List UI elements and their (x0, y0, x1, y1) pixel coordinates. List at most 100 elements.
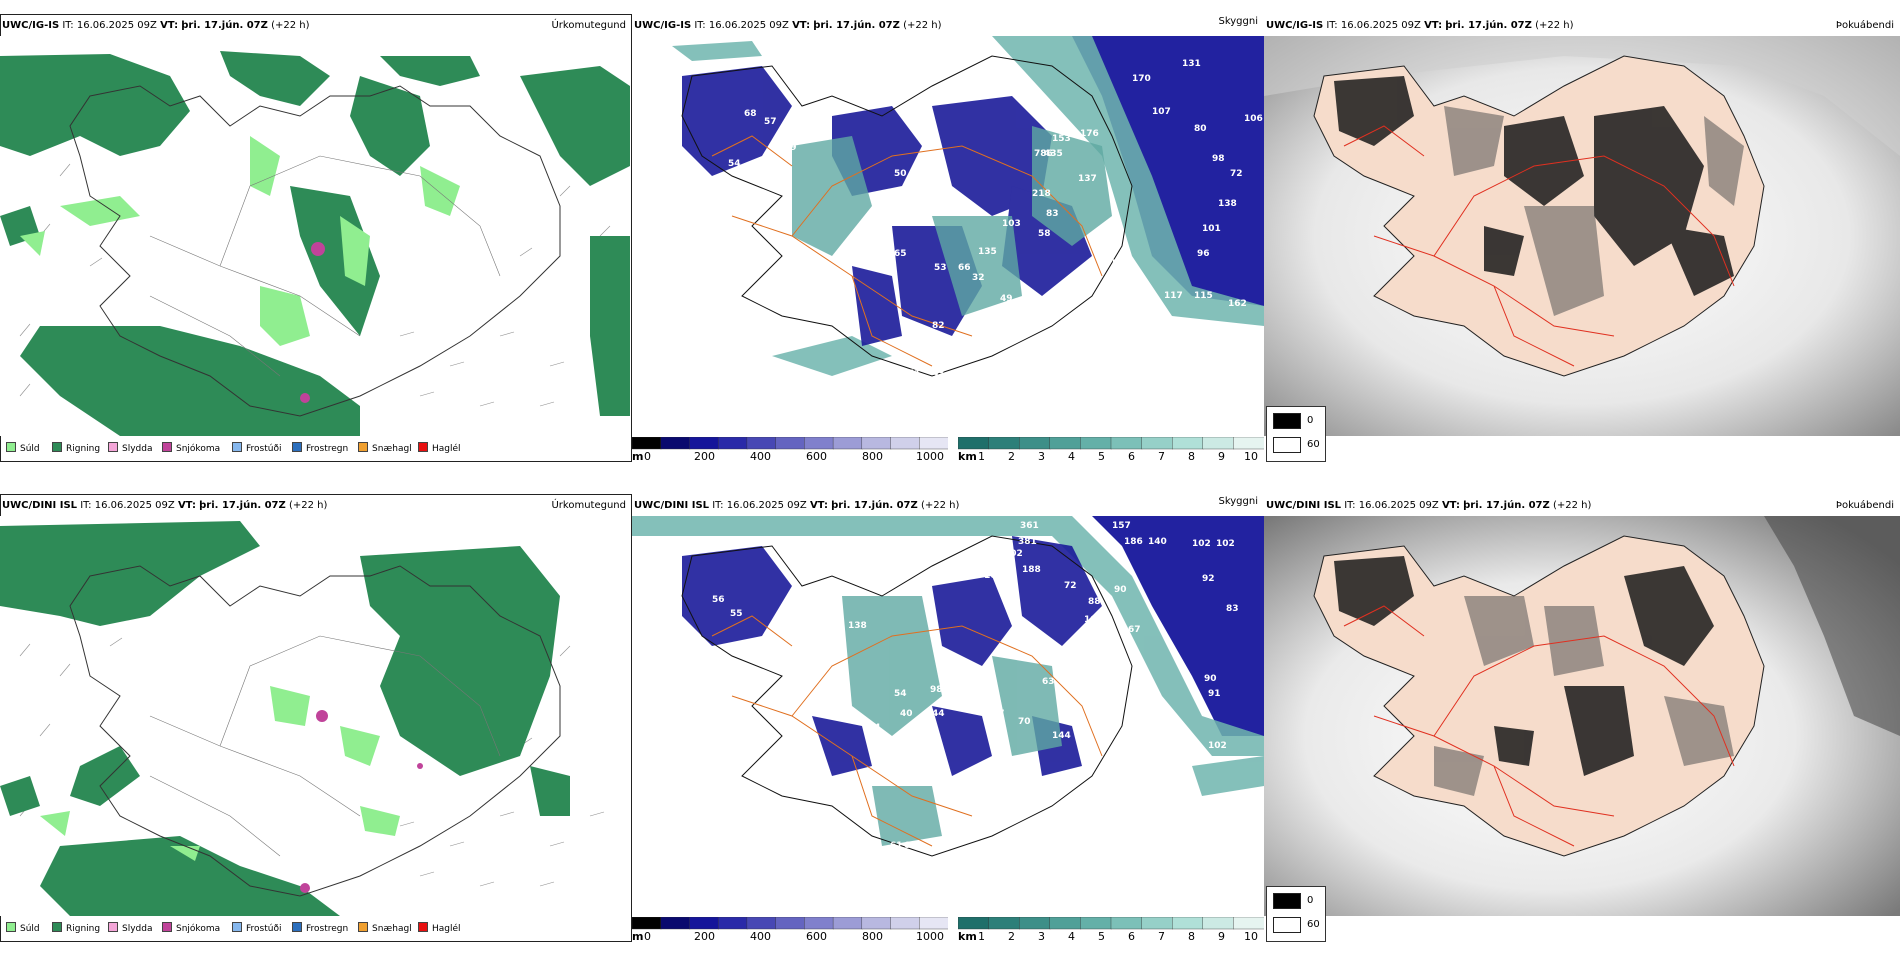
visibility-map: 102 102 92 83 90 91 106 102 140 157 186 … (632, 516, 1264, 916)
vis-number: 106 (1244, 114, 1263, 124)
legend-item: Frostúði (232, 442, 281, 454)
vis-number: 56 (1058, 655, 1071, 665)
vis-number: 70 (1018, 717, 1031, 727)
fog-band (632, 516, 1264, 796)
legend-swatch (162, 442, 172, 452)
vis-tick: 9 (1218, 450, 1225, 463)
colorbar-segment (890, 916, 920, 930)
vis-number: 107 (1096, 651, 1115, 661)
panel-header: UWC/DINI ISL IT: 16.06.2025 09Z VT: þri.… (2, 500, 327, 511)
precip-legend: Súld Rigning Slydda Snjókoma Frostúði Fr… (2, 918, 628, 938)
vis-number: 44 (932, 709, 945, 719)
vis-number: 52 (1002, 321, 1015, 331)
vis-number: 170 (1132, 74, 1151, 84)
legend-swatch (292, 442, 302, 452)
vis-tick: 2 (1008, 450, 1015, 463)
legend-label: Rigning (66, 444, 101, 454)
teal-scatter (792, 126, 1112, 316)
vis-tick: 8 (1188, 930, 1195, 943)
colorbar-segment (1049, 436, 1082, 450)
dark-cloud (1334, 556, 1714, 776)
vis-number: 117 (1164, 291, 1183, 301)
legend-item: Rigning (52, 442, 100, 454)
colorbar-segment (1019, 916, 1051, 930)
legend-item: Snæhagl (358, 922, 412, 934)
it-value: 16.06.2025 09Z (726, 500, 807, 511)
vis-number: 702 (1004, 549, 1023, 559)
model-name: UWC/IG-IS (634, 20, 692, 31)
colorbar-segment (660, 436, 691, 450)
rain-areas (0, 521, 570, 916)
vis-number: 88 (916, 871, 929, 881)
it-value: 16.06.2025 09Z (94, 500, 175, 511)
model-name: UWC/DINI ISL (2, 500, 78, 511)
colorbar-segment (1202, 436, 1235, 450)
colorbar-segment (919, 436, 949, 450)
legend-swatch (232, 442, 242, 452)
legend-swatch (358, 922, 368, 932)
vis-number: 83 (1226, 604, 1239, 614)
vis-number: 57 (764, 117, 777, 127)
iceland-terrain (682, 66, 1092, 346)
iceland-outline (69, 85, 561, 417)
colorbar-segment (1110, 436, 1143, 450)
panel-title: Úrkomutegund (551, 20, 626, 31)
panel-header: UWC/DINI ISL IT: 16.06.2025 09Z VT: þri.… (634, 500, 959, 511)
vis-number: 106 (1172, 741, 1191, 751)
height-tick: 200 (694, 450, 715, 463)
fog-map-svg (1264, 36, 1900, 436)
vis-tick: 6 (1128, 450, 1135, 463)
vis-number: 32 (972, 273, 985, 283)
vis-number: 98 (930, 685, 943, 695)
legend-item: Frostúði (232, 922, 281, 934)
visibility-map: 131 80 106 98 72 138 101 96 115 162 117 … (632, 36, 1264, 436)
legend-swatch (108, 922, 118, 932)
legend-swatch (108, 442, 118, 452)
legend-item: Súld (6, 922, 40, 934)
vis-number: 162 (1228, 299, 1247, 309)
fog-legend-swatch (1273, 413, 1301, 429)
fog-legend: 0 60 (1266, 406, 1326, 462)
vis-unit: km (958, 930, 977, 943)
vt-value: þri. 17.jún. 07Z (831, 500, 918, 511)
vis-number: 107 (1152, 107, 1171, 117)
vis-number: 80 (1194, 124, 1207, 134)
height-tick: 800 (862, 450, 883, 463)
vis-number: 68 (1116, 771, 1129, 781)
vis-number: 72 (1064, 581, 1077, 591)
gray-cloud (1434, 596, 1734, 796)
it-label: IT: (1326, 20, 1338, 31)
it-value: 16.06.2025 09Z (1340, 20, 1421, 31)
model-name: UWC/IG-IS (1266, 20, 1324, 31)
colorbar-segment (804, 436, 834, 450)
precip-map (0, 36, 632, 436)
colorbar-segment (890, 436, 920, 450)
vis-number: 53 (934, 263, 947, 273)
colorbar-segment (717, 916, 748, 930)
vis-number: 51 (1110, 754, 1123, 764)
gray-cloud (1444, 106, 1744, 316)
iceland-outline (1313, 55, 1765, 377)
legend-item: Slydda (108, 922, 152, 934)
orange-roads (711, 615, 1103, 847)
legend-swatch (162, 922, 172, 932)
vis-number: 98 (1212, 154, 1225, 164)
height-tick: 600 (806, 450, 827, 463)
colorbar-segment (1171, 436, 1204, 450)
height-tick: 400 (750, 450, 771, 463)
fog-legend-swatch (1273, 437, 1301, 453)
legend-swatch (6, 442, 16, 452)
vis-number: 138 (1218, 199, 1237, 209)
colorbar-segment (861, 916, 892, 930)
vis-number: 54 (894, 689, 907, 699)
vis-number: 50 (894, 169, 907, 179)
colorbar-segment (1110, 916, 1143, 930)
legend-item: Súld (6, 442, 40, 454)
height-unit: m (632, 450, 644, 463)
colorbar-segment (832, 916, 863, 930)
visibility-panel: UWC/IG-IS IT: 16.06.2025 09Z VT: þri. 17… (631, 14, 1265, 484)
colorbar-segment (988, 436, 1020, 450)
panel-header: UWC/IG-IS IT: 16.06.2025 09Z VT: þri. 17… (2, 20, 310, 31)
fog-legend-label: 60 (1307, 919, 1320, 930)
vis-number: 67 (1128, 625, 1141, 635)
